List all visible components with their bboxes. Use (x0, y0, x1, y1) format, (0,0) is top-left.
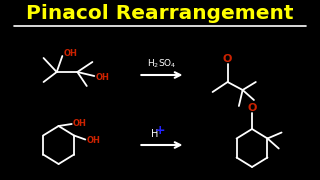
Text: OH: OH (63, 48, 77, 57)
Text: O: O (223, 54, 232, 64)
Text: H: H (151, 129, 158, 139)
Text: +: + (155, 125, 165, 138)
Text: $\mathregular{H_2SO_4}$: $\mathregular{H_2SO_4}$ (147, 58, 177, 70)
Text: OH: OH (86, 136, 100, 145)
Text: Pinacol Rearrangement: Pinacol Rearrangement (26, 3, 294, 22)
Text: OH: OH (73, 118, 86, 127)
Text: O: O (247, 103, 257, 113)
Text: OH: OH (95, 73, 109, 82)
